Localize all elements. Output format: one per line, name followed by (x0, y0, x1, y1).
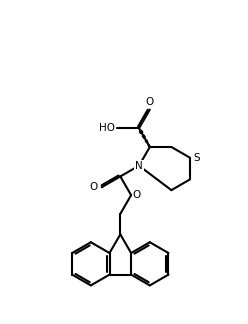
Polygon shape (145, 140, 148, 143)
Text: O: O (132, 190, 141, 200)
Text: O: O (90, 182, 98, 192)
Polygon shape (139, 130, 143, 133)
Polygon shape (142, 135, 145, 138)
Polygon shape (148, 145, 150, 147)
Text: N: N (135, 161, 143, 171)
Text: O: O (146, 97, 154, 107)
Text: HO: HO (99, 123, 115, 133)
Text: S: S (194, 153, 200, 163)
